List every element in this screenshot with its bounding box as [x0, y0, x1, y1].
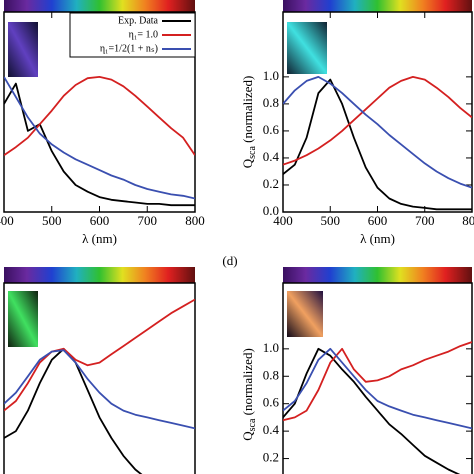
series-line	[283, 347, 461, 474]
y-axis-label: sca	[247, 146, 258, 159]
series-line	[4, 349, 195, 430]
y-axis-label: sca	[247, 418, 258, 431]
series-line	[4, 298, 195, 412]
x-tick-label: 400	[0, 213, 14, 228]
series-line	[283, 341, 472, 422]
panel-label: (d)	[222, 253, 237, 268]
inset-image	[8, 291, 38, 347]
y-tick-label: 1.0	[263, 340, 279, 355]
plot-frame	[3, 282, 196, 474]
y-tick-label: 0.6	[263, 122, 280, 137]
series-line	[283, 76, 472, 189]
x-tick-label: 500	[42, 213, 62, 228]
inset-image	[287, 22, 327, 74]
series-line	[283, 347, 472, 430]
y-tick-label: 0.0	[263, 203, 279, 218]
series-line	[4, 347, 143, 474]
series-line	[4, 76, 195, 156]
x-axis-label: λ (nm)	[360, 231, 395, 246]
y-axis-label: Q	[240, 158, 255, 168]
y-tick-label: 0.4	[263, 422, 280, 437]
y-tick-label: 0.4	[263, 149, 280, 164]
legend-label: Exp. Data	[118, 15, 159, 26]
y-tick-label: 0.2	[263, 176, 279, 191]
y-tick-label: 1.0	[263, 68, 279, 83]
x-tick-label: 700	[138, 213, 158, 228]
legend-label: η₁= 1.0	[129, 29, 158, 40]
series-line	[4, 76, 195, 200]
y-tick-label: 0.2	[263, 450, 279, 465]
x-tick-label: 600	[90, 213, 110, 228]
series-line	[4, 82, 195, 207]
y-axis-label: (normalized)	[240, 348, 255, 418]
x-axis-label: λ (nm)	[82, 231, 117, 246]
plot-frame	[282, 282, 473, 474]
series-line	[283, 76, 472, 166]
x-tick-label: 800	[462, 213, 474, 228]
x-tick-label: 800	[185, 213, 205, 228]
y-axis-label: Q	[240, 431, 255, 441]
legend-label: η₁=1/2(1 + nₛ)	[100, 43, 158, 54]
y-tick-label: 0.8	[263, 367, 279, 382]
x-tick-label: 500	[321, 213, 341, 228]
spectrum-bar	[4, 0, 195, 12]
spectrum-bar	[283, 0, 472, 12]
spectrum-bar	[4, 267, 195, 283]
y-tick-label: 0.6	[263, 395, 280, 410]
y-tick-label: 0.8	[263, 95, 279, 110]
inset-image	[287, 291, 323, 337]
y-axis-label: (normalized)	[240, 76, 255, 146]
x-tick-label: 600	[368, 213, 388, 228]
x-tick-label: 400	[273, 213, 293, 228]
inset-image	[8, 22, 38, 77]
spectrum-bar	[283, 267, 472, 283]
y-axis-label: Qsca (normalized)	[240, 348, 258, 441]
y-axis-label: Qsca (normalized)	[240, 76, 258, 169]
x-tick-label: 700	[415, 213, 435, 228]
series-line	[283, 78, 472, 211]
